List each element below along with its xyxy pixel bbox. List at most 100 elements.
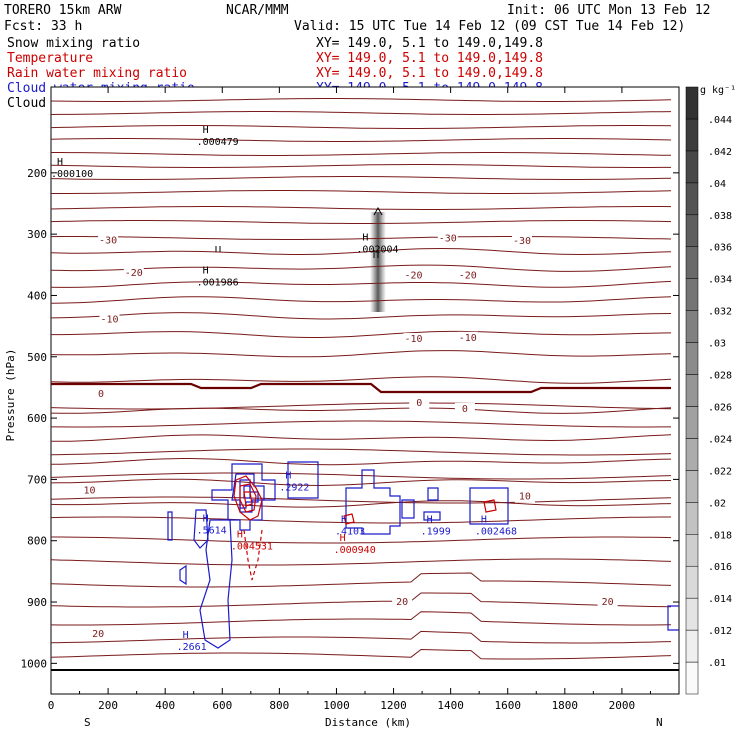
isotherm xyxy=(51,496,672,504)
isotherm xyxy=(51,176,672,180)
temp-label-bg xyxy=(457,331,478,344)
colorbar-swatch xyxy=(685,661,699,695)
y-tick-label: 500 xyxy=(27,351,47,364)
isotherm xyxy=(51,190,672,194)
isotherm xyxy=(51,448,672,456)
temp-label-bg xyxy=(88,627,109,640)
maximum-marker: H xyxy=(203,125,209,136)
isotherm xyxy=(51,152,672,156)
x-tick-label: 1000 xyxy=(323,699,350,712)
isotherm xyxy=(51,458,672,466)
isotherm xyxy=(51,247,672,256)
colorbar-swatch xyxy=(685,118,699,152)
maximum-marker: H xyxy=(203,266,209,277)
colorbar-swatch xyxy=(685,310,699,343)
isotherm xyxy=(51,434,672,442)
colorbar-tick-label: .044 xyxy=(708,115,732,126)
y-tick-label: 700 xyxy=(27,473,47,486)
temp-label-bg xyxy=(514,490,535,503)
temp-label-bg xyxy=(437,232,458,245)
temperature-label: 0 xyxy=(416,398,422,409)
y-tick-label: 400 xyxy=(27,289,47,302)
temperature-label: -10 xyxy=(459,333,477,344)
colorbar-swatch xyxy=(685,534,699,567)
colorbar-tick-label: .038 xyxy=(708,211,732,222)
isotherm xyxy=(51,478,672,487)
temp-label-bg xyxy=(123,266,144,279)
temperature-label: -10 xyxy=(404,334,422,345)
maximum-marker: H xyxy=(57,157,63,168)
colorbar-swatch xyxy=(685,597,699,631)
south-label: S xyxy=(84,716,91,729)
colorbar-swatch xyxy=(685,342,699,375)
maximum-marker: H xyxy=(427,515,433,526)
maximum-marker: H xyxy=(481,515,487,526)
isotherm xyxy=(51,220,672,224)
snow-shading xyxy=(370,212,386,312)
colorbar-tick-label: .028 xyxy=(708,371,732,382)
isotherm xyxy=(51,420,671,428)
maximum-marker: H xyxy=(341,515,347,526)
temperature-label: 10 xyxy=(519,492,531,503)
x-tick-label: 1800 xyxy=(552,699,579,712)
colorbar-unit: g kg⁻¹ xyxy=(700,85,736,96)
temp-label-bg xyxy=(403,333,424,346)
colorbar-tick-label: .014 xyxy=(708,594,732,605)
temperature-labels: -30 -30 -30 -20 -20 -20 -10 -10 -10 0 0 0 10 10 20 20 20 xyxy=(79,232,618,640)
isotherm xyxy=(51,648,672,660)
colorbar-tick-label: .018 xyxy=(708,530,732,541)
isotherm xyxy=(51,558,672,566)
temperature-label: 0 xyxy=(98,389,104,400)
legend-xy: XY= 149.0, 5.1 to 149.0,149.8 xyxy=(316,36,543,51)
maximum-marker: H xyxy=(237,529,243,540)
maximum-value: .1999 xyxy=(421,527,451,538)
temp-label-bg xyxy=(512,234,532,247)
maximum-marker: H xyxy=(285,470,291,481)
isotherm xyxy=(51,630,672,644)
temp-label-bg xyxy=(90,388,111,401)
temp-label-bg xyxy=(403,269,424,282)
temperature-label: -20 xyxy=(404,270,422,281)
temp-label-bg xyxy=(79,484,100,497)
temperature-label: -20 xyxy=(125,268,143,279)
isotherm xyxy=(51,516,671,524)
x-tick-label: 1200 xyxy=(380,699,407,712)
temperature-label: 20 xyxy=(602,597,614,608)
maximum-value: .002468 xyxy=(475,527,517,538)
colorbar-tick-label: .012 xyxy=(708,626,732,637)
colorbar-swatch xyxy=(685,629,699,663)
legend-xy: XY= 149.0, 5.1 to 149.0,149.8 xyxy=(316,51,543,66)
colorbar-swatch xyxy=(685,374,699,407)
colorbar-swatch xyxy=(685,214,699,247)
cloud-ice-marks xyxy=(215,206,383,258)
temperature-label: -30 xyxy=(99,235,117,246)
x-tick-label: 2000 xyxy=(609,699,636,712)
temperature-contours xyxy=(51,98,679,671)
colorbar-tick-label: .022 xyxy=(708,466,732,477)
colorbar-swatch xyxy=(685,438,699,471)
colorbar-tick-label: .016 xyxy=(708,562,732,573)
colorbar-tick-label: .024 xyxy=(708,434,732,445)
legend-label: Snow mixing ratio xyxy=(7,36,140,51)
isotherm xyxy=(51,296,672,304)
isotherm xyxy=(51,472,672,480)
x-tick-label: 200 xyxy=(98,699,118,712)
isotherm xyxy=(51,330,672,338)
plot-frame xyxy=(50,86,680,695)
temperature-label: 20 xyxy=(396,597,408,608)
colorbar-swatch xyxy=(685,406,699,439)
temperature-label: -30 xyxy=(439,234,457,245)
temperature-label: -10 xyxy=(100,314,118,325)
isotherm xyxy=(51,536,672,544)
maximum-marker: H xyxy=(340,533,346,544)
x-tick-label: 1600 xyxy=(494,699,521,712)
x-axis-label: Distance (km) xyxy=(325,716,411,729)
maxima-labels: H.000479H.000100H.002004H.001986H.5614H.… xyxy=(51,125,517,653)
y-tick-label: 800 xyxy=(27,535,47,548)
colorbar-swatch xyxy=(685,565,699,599)
y-tick-label: 600 xyxy=(27,412,47,425)
temperature-label: 0 xyxy=(462,404,468,415)
colorbar-tick-label: .03 xyxy=(708,339,726,350)
temp-label-bg xyxy=(454,402,475,415)
